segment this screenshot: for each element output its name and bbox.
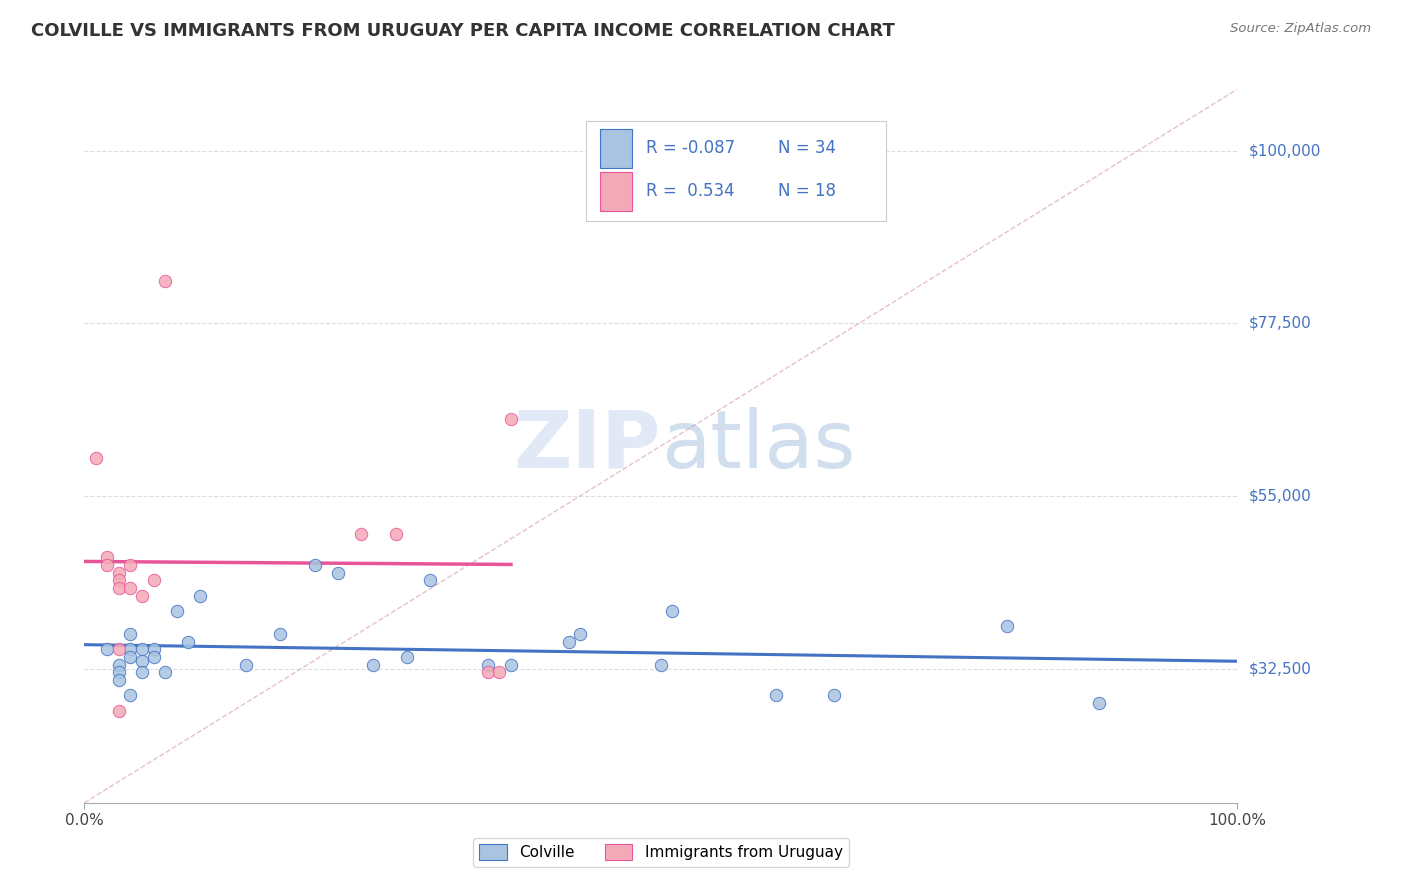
Point [384,527,406,541]
Text: $100,000: $100,000 [1249,143,1320,158]
Point [142,642,165,657]
Point [499,412,522,426]
Point [499,657,522,672]
Point [84,450,107,465]
Point [108,704,131,718]
Point [569,627,592,641]
Point [108,581,131,595]
Point [823,689,845,703]
Point [120,627,142,641]
Legend: Colville, Immigrants from Uruguay: Colville, Immigrants from Uruguay [472,838,849,866]
Point [108,642,131,657]
Point [765,689,787,703]
Point [120,581,142,595]
Point [661,604,683,618]
Text: $32,500: $32,500 [1249,661,1312,676]
Point [153,274,176,288]
Point [131,642,153,657]
Point [96,550,118,565]
Point [477,657,499,672]
Point [396,650,419,665]
Point [131,589,153,603]
Point [108,574,131,588]
Point [120,642,142,657]
Point [269,627,291,641]
Point [131,654,153,668]
Point [1088,696,1111,710]
Point [153,665,176,680]
Text: COLVILLE VS IMMIGRANTS FROM URUGUAY PER CAPITA INCOME CORRELATION CHART: COLVILLE VS IMMIGRANTS FROM URUGUAY PER … [31,22,894,40]
Point [96,558,118,572]
FancyBboxPatch shape [586,121,886,221]
Point [488,665,510,680]
Point [142,650,165,665]
Bar [600,171,633,211]
Point [120,558,142,572]
Point [108,673,131,687]
Point [557,634,579,648]
Point [177,634,200,648]
Point [188,589,211,603]
Text: R =  0.534: R = 0.534 [645,182,734,200]
Point [326,566,349,580]
Point [995,619,1018,633]
Point [120,689,142,703]
Point [166,604,188,618]
Point [419,574,441,588]
Text: $77,500: $77,500 [1249,316,1312,331]
Point [131,665,153,680]
Text: atlas: atlas [661,407,855,485]
Point [350,527,373,541]
Point [120,650,142,665]
Text: ZIP: ZIP [513,407,661,485]
Point [650,657,672,672]
Point [108,665,131,680]
Text: N = 18: N = 18 [779,182,837,200]
Text: R = -0.087: R = -0.087 [645,139,735,157]
Bar [600,128,633,168]
Point [108,657,131,672]
Text: $55,000: $55,000 [1249,489,1312,503]
Point [96,642,118,657]
Point [361,657,384,672]
Point [477,665,499,680]
Point [235,657,257,672]
Text: Source: ZipAtlas.com: Source: ZipAtlas.com [1230,22,1371,36]
Point [108,566,131,580]
Point [304,558,326,572]
Point [142,574,165,588]
Text: N = 34: N = 34 [779,139,837,157]
